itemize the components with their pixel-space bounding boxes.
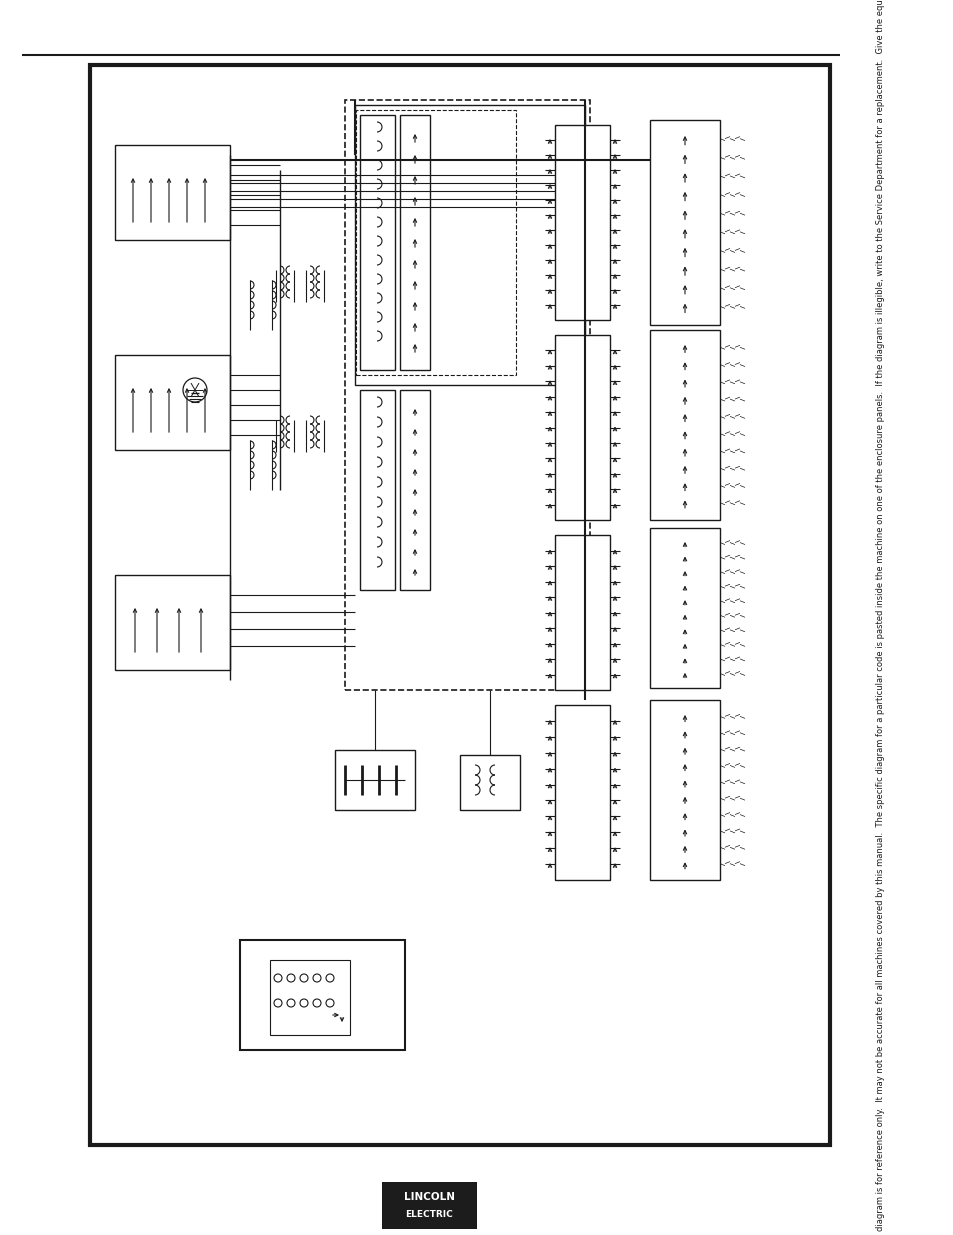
Bar — [270, 960, 350, 1035]
Bar — [359, 390, 395, 590]
Bar — [649, 700, 720, 881]
Bar — [335, 750, 415, 810]
Bar — [459, 755, 519, 810]
Bar — [90, 65, 829, 1145]
Bar — [240, 940, 405, 1050]
Bar — [399, 115, 430, 370]
Bar — [555, 705, 609, 881]
Bar — [115, 576, 230, 671]
Bar — [115, 354, 230, 450]
Bar — [555, 535, 609, 690]
Bar — [649, 120, 720, 325]
Bar — [115, 144, 230, 240]
Bar — [399, 390, 430, 590]
Bar — [649, 330, 720, 520]
Bar — [649, 529, 720, 688]
Bar — [345, 100, 589, 690]
Text: LINCOLN: LINCOLN — [403, 1192, 455, 1203]
Text: ELECTRIC: ELECTRIC — [405, 1210, 453, 1219]
Bar — [555, 335, 609, 520]
Text: NOTE:  This diagram is for reference only.  It may not be accurate for all machi: NOTE: This diagram is for reference only… — [876, 0, 884, 1235]
Bar — [355, 110, 516, 375]
Bar — [359, 115, 395, 370]
Bar — [355, 105, 584, 385]
Bar — [555, 125, 609, 320]
